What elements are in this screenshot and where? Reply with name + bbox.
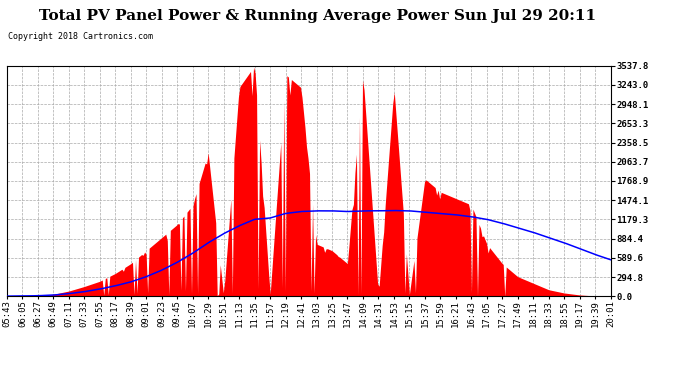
Text: Total PV Panel Power & Running Average Power Sun Jul 29 20:11: Total PV Panel Power & Running Average P… xyxy=(39,9,596,23)
Text: Copyright 2018 Cartronics.com: Copyright 2018 Cartronics.com xyxy=(8,32,153,41)
